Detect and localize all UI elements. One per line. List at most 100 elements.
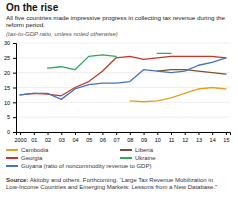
y-tick-mark xyxy=(13,43,16,44)
grid xyxy=(16,43,230,132)
source-text: Akitoby and others. Forthcoming. “Large … xyxy=(6,177,217,190)
series-line xyxy=(20,58,226,100)
x-tick: 12 xyxy=(182,132,188,143)
y-tick: 30 xyxy=(4,40,16,46)
x-tick-mark xyxy=(144,132,145,135)
legend-label: Ukraine xyxy=(135,155,156,161)
x-tick-label: 05 xyxy=(86,137,92,143)
y-tick-mark xyxy=(13,73,16,74)
y-tick-mark xyxy=(13,132,16,133)
legend-label: Cambodia xyxy=(21,147,49,153)
legend-item: Liberia xyxy=(120,147,154,153)
legend-item: Guyana (ratio of noncommodity revenue to… xyxy=(6,163,151,169)
x-tick: 10 xyxy=(155,132,161,143)
x-tick: 13 xyxy=(196,132,202,143)
x-tick-mark xyxy=(185,132,186,135)
y-axis-line xyxy=(13,44,17,133)
y-axis: 0 5 10 15 20 25 30 xyxy=(4,40,17,135)
grid-line xyxy=(16,117,230,118)
legend-label: Guyana (ratio of noncommodity revenue to… xyxy=(21,163,151,169)
legend-label: Liberia xyxy=(135,147,154,153)
x-tick-label: 01 xyxy=(31,137,37,143)
source-label: Source: xyxy=(6,177,28,183)
y-tick: 0 xyxy=(7,129,16,135)
x-tick-label: 08 xyxy=(127,137,133,143)
x-tick: 03 xyxy=(59,132,65,143)
x-tick-mark xyxy=(116,132,117,135)
series-line xyxy=(20,56,226,95)
x-tick-label: 09 xyxy=(141,137,147,143)
lines xyxy=(20,53,226,101)
x-tick: 09 xyxy=(141,132,147,143)
x-tick-mark xyxy=(75,132,76,135)
x-tick-label: 03 xyxy=(59,137,65,143)
x-tick: 15 xyxy=(223,132,229,143)
series-line xyxy=(130,88,226,102)
x-tick-label: 11 xyxy=(169,137,175,143)
x-tick-mark xyxy=(61,132,62,135)
y-tick-label: 15 xyxy=(4,85,10,91)
x-tick-label: 06 xyxy=(100,137,106,143)
x-tick-mark xyxy=(171,132,172,135)
x-tick-mark xyxy=(34,132,35,135)
x-tick-mark xyxy=(157,132,158,135)
source-line: Low-Income Countries and Emerging Market… xyxy=(6,184,217,190)
x-tick-mark xyxy=(130,132,131,135)
x-tick-label: 12 xyxy=(182,137,188,143)
x-tick-label: 02 xyxy=(45,137,51,143)
y-tick-mark xyxy=(13,58,16,59)
chart: On the riseAll five countries made impre… xyxy=(0,0,238,212)
x-tick: 04 xyxy=(72,132,78,143)
legend-swatch xyxy=(6,157,18,159)
x-tick-label: 13 xyxy=(196,137,202,143)
grid-line xyxy=(16,102,230,103)
y-tick: 10 xyxy=(4,100,16,106)
y-tick: 25 xyxy=(4,55,16,61)
y-tick-label: 20 xyxy=(4,70,10,76)
x-tick-label: 10 xyxy=(155,137,161,143)
x-tick-label: 07 xyxy=(114,137,120,143)
legend-swatch xyxy=(6,149,18,151)
legend-item: Cambodia xyxy=(6,147,49,153)
legend-swatch xyxy=(120,157,132,159)
grid-line xyxy=(16,72,230,73)
y-tick: 15 xyxy=(4,85,16,91)
x-tick: 11 xyxy=(169,132,175,143)
subtitle: All five countries made impressive progr… xyxy=(6,14,225,28)
x-tick: 05 xyxy=(86,132,92,143)
note: (tax-to-GDP ratio, unless noted otherwis… xyxy=(6,31,118,37)
y-tick-label: 25 xyxy=(4,55,10,61)
x-tick: 08 xyxy=(127,132,133,143)
x-tick-mark xyxy=(226,132,227,135)
subtitle-line: reform period. xyxy=(6,21,45,28)
y-tick-label: 0 xyxy=(7,129,10,135)
x-tick: 2000 xyxy=(14,132,26,143)
x-tick: 07 xyxy=(114,132,120,143)
y-tick: 5 xyxy=(7,114,16,120)
title: On the rise xyxy=(6,2,59,13)
y-tick: 20 xyxy=(4,70,16,76)
x-tick-mark xyxy=(198,132,199,135)
x-tick-label: 14 xyxy=(210,137,216,143)
legend: Cambodia Liberia Georgia Ukraine Guyana (rat… xyxy=(6,147,156,169)
legend-swatch xyxy=(6,165,18,167)
x-tick-mark xyxy=(48,132,49,135)
y-tick-label: 10 xyxy=(4,100,10,106)
legend-item: Ukraine xyxy=(120,155,156,161)
legend-label: Georgia xyxy=(21,155,43,161)
y-tick-mark xyxy=(13,102,16,103)
series-line xyxy=(48,53,171,69)
x-tick-label: 15 xyxy=(223,137,229,143)
subtitle-line: All five countries made impressive progr… xyxy=(6,14,225,21)
x-tick: 14 xyxy=(210,132,216,143)
y-tick-label: 30 xyxy=(4,40,10,46)
x-tick-mark xyxy=(102,132,103,135)
grid-line xyxy=(16,43,230,44)
y-tick-label: 5 xyxy=(7,114,10,120)
x-tick-label: 04 xyxy=(72,137,78,143)
x-tick: 02 xyxy=(45,132,51,143)
x-tick-label: 2000 xyxy=(14,137,26,143)
x-axis-line xyxy=(17,133,231,136)
y-tick-mark xyxy=(13,88,16,89)
y-tick-mark xyxy=(13,117,16,118)
